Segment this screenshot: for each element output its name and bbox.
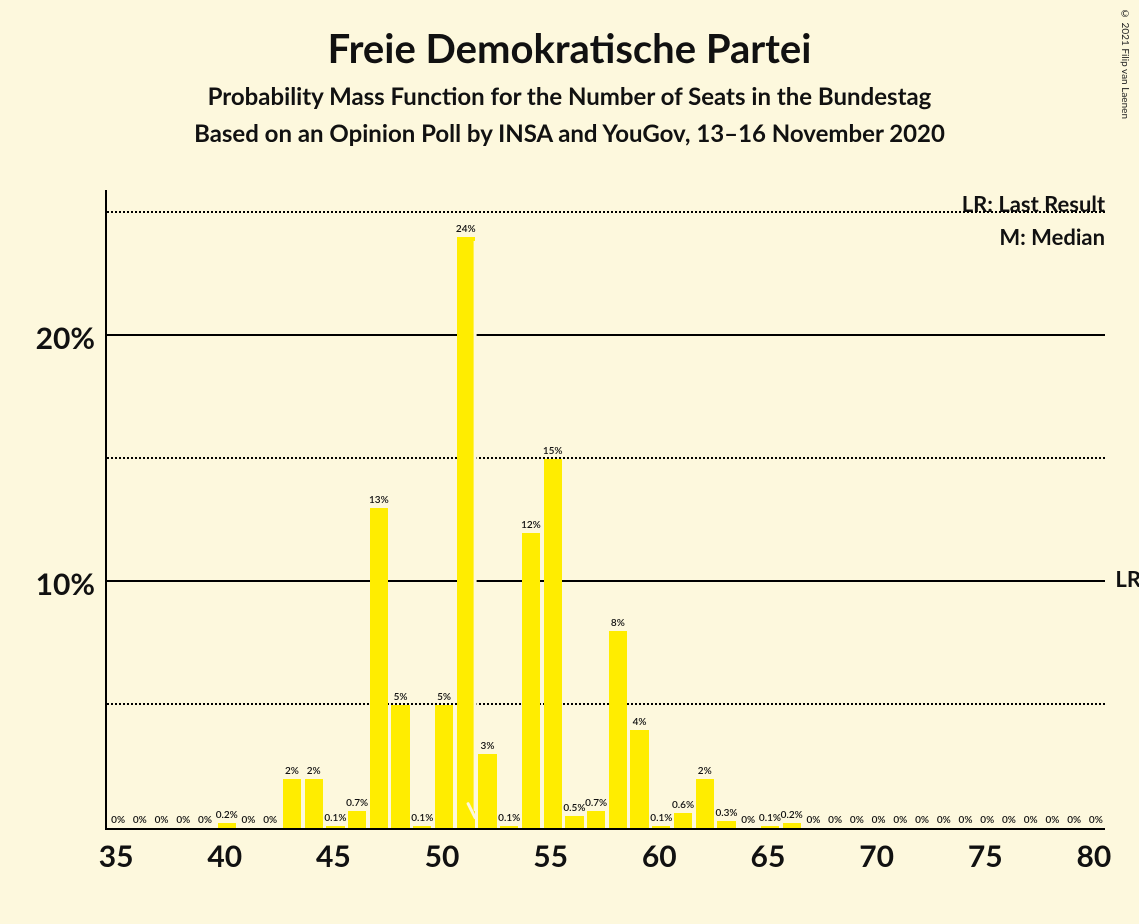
- gridline: [107, 211, 1105, 213]
- bar-value-label: 0%: [133, 814, 147, 826]
- bar-value-label: 2%: [307, 765, 321, 777]
- bar-value-label: 0.2%: [781, 809, 803, 821]
- bar: 2%: [305, 779, 323, 828]
- bar: 5%: [435, 705, 453, 828]
- bar-value-label: 2%: [285, 765, 299, 777]
- lr-marker: LR: [1115, 565, 1139, 592]
- x-tick-label: 40: [207, 838, 242, 874]
- bar-value-label: 0%: [1024, 814, 1038, 826]
- bar-value-label: 3%: [481, 740, 495, 752]
- bar-value-label: 0.1%: [650, 812, 672, 824]
- bar-value-label: 0%: [1002, 814, 1016, 826]
- bar-value-label: 5%: [437, 691, 451, 703]
- bar-value-label: 0.6%: [672, 799, 694, 811]
- bar-value-label: 0%: [850, 814, 864, 826]
- bar-value-label: 0.1%: [324, 812, 346, 824]
- bar-value-label: 5%: [394, 691, 408, 703]
- x-tick-label: 55: [533, 838, 568, 874]
- bar-value-label: 0%: [959, 814, 973, 826]
- bar: 0.2%: [218, 823, 236, 828]
- bar: 0.7%: [587, 811, 605, 828]
- chart-subtitle-1: Probability Mass Function for the Number…: [0, 82, 1139, 111]
- bar: 12%: [522, 533, 540, 828]
- gridline: [107, 580, 1105, 582]
- bar: 5%: [391, 705, 409, 828]
- bar: 0.5%: [565, 816, 583, 828]
- bar: 0.1%: [500, 826, 518, 828]
- bar-value-label: 0%: [198, 814, 212, 826]
- gridline: [107, 334, 1105, 336]
- bar: 4%: [630, 730, 648, 828]
- copyright-text: © 2021 Filip van Laenen: [1119, 8, 1131, 119]
- bar-value-label: 24%: [456, 223, 476, 235]
- bar: 0.3%: [717, 821, 735, 828]
- bar: 2%: [696, 779, 714, 828]
- bar-value-label: 0%: [1045, 814, 1059, 826]
- bar-value-label: 8%: [611, 617, 625, 629]
- plot-area: 0%0%0%0%0%0.2%0%0%2%2%0.1%0.7%13%5%0.1%5…: [105, 190, 1105, 830]
- bar-value-label: 0%: [111, 814, 125, 826]
- bar: 13%: [370, 508, 388, 828]
- chart-subtitle-2: Based on an Opinion Poll by INSA and You…: [0, 119, 1139, 148]
- bar-value-label: 15%: [543, 445, 563, 457]
- plot-container: LR: Last Result M: Median LR 0%0%0%0%0%0…: [105, 190, 1105, 830]
- bar-value-label: 2%: [698, 765, 712, 777]
- bar-value-label: 0%: [1089, 814, 1103, 826]
- bar-value-label: 0%: [242, 814, 256, 826]
- bar-value-label: 0%: [828, 814, 842, 826]
- bar-value-label: 0.7%: [585, 797, 607, 809]
- x-tick-label: 80: [1076, 838, 1111, 874]
- bar-value-label: 0%: [806, 814, 820, 826]
- bar-value-label: 0.5%: [563, 802, 585, 814]
- bar-value-label: 0.1%: [759, 812, 781, 824]
- gridline: [107, 703, 1105, 705]
- bar-value-label: 0%: [893, 814, 907, 826]
- bar: 15%: [544, 459, 562, 828]
- bar: 0.1%: [326, 826, 344, 828]
- y-tick-label: 20%: [36, 320, 95, 356]
- bar-value-label: 0.3%: [715, 807, 737, 819]
- x-tick-label: 60: [642, 838, 677, 874]
- bar-value-label: 4%: [633, 716, 647, 728]
- bar-value-label: 0%: [263, 814, 277, 826]
- titles-block: Freie Demokratische Partei Probability M…: [0, 0, 1139, 148]
- x-tick-label: 35: [99, 838, 134, 874]
- bar-value-label: 0%: [741, 814, 755, 826]
- bar: 24%: [457, 237, 475, 828]
- x-tick-label: 65: [751, 838, 786, 874]
- bar: 0.1%: [413, 826, 431, 828]
- chart-title: Freie Demokratische Partei: [0, 24, 1139, 72]
- bar-value-label: 0.2%: [216, 809, 238, 821]
- bar-value-label: 0%: [155, 814, 169, 826]
- bar: 3%: [478, 754, 496, 828]
- bar-value-label: 0%: [872, 814, 886, 826]
- bar-value-label: 12%: [521, 519, 541, 531]
- y-tick-label: 10%: [36, 566, 95, 602]
- x-tick-label: 45: [316, 838, 351, 874]
- bar: 0.1%: [652, 826, 670, 828]
- bar: 0.7%: [348, 811, 366, 828]
- x-tick-label: 75: [968, 838, 1003, 874]
- bar-value-label: 13%: [369, 494, 389, 506]
- bar-value-label: 0.1%: [498, 812, 520, 824]
- bar: 0.6%: [674, 813, 692, 828]
- bar: 8%: [609, 631, 627, 828]
- bar-value-label: 0%: [915, 814, 929, 826]
- bar-value-label: 0.1%: [411, 812, 433, 824]
- bar: 2%: [283, 779, 301, 828]
- bar: 0.2%: [783, 823, 801, 828]
- gridline: [107, 457, 1105, 459]
- bar-value-label: 0%: [1067, 814, 1081, 826]
- x-tick-label: 70: [859, 838, 894, 874]
- bar-value-label: 0%: [176, 814, 190, 826]
- x-tick-label: 50: [425, 838, 460, 874]
- bar: 0.1%: [761, 826, 779, 828]
- bar-value-label: 0%: [980, 814, 994, 826]
- bar-value-label: 0.7%: [346, 797, 368, 809]
- bar-value-label: 0%: [937, 814, 951, 826]
